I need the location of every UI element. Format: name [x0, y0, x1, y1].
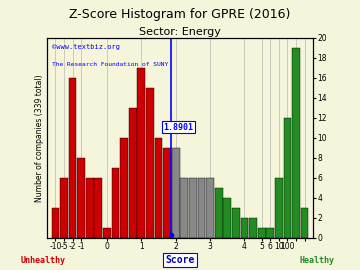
Bar [129, 108, 136, 238]
Bar [215, 188, 222, 238]
Bar [258, 228, 266, 238]
Text: ©www.textbiz.org: ©www.textbiz.org [52, 44, 120, 50]
Bar [103, 228, 111, 238]
Bar [163, 148, 171, 238]
Bar [232, 208, 240, 238]
Text: Unhealthy: Unhealthy [21, 256, 66, 265]
Bar [284, 118, 291, 238]
Bar [266, 228, 274, 238]
Bar [224, 198, 231, 238]
Bar [275, 178, 283, 238]
Bar [86, 178, 94, 238]
Y-axis label: Number of companies (339 total): Number of companies (339 total) [35, 74, 44, 201]
Bar [189, 178, 197, 238]
X-axis label: Score: Score [165, 255, 195, 265]
Bar [240, 218, 248, 238]
Bar [51, 208, 59, 238]
Text: Sector: Energy: Sector: Energy [139, 27, 221, 37]
Text: Healthy: Healthy [299, 256, 334, 265]
Bar [155, 138, 162, 238]
Text: Z-Score Histogram for GPRE (2016): Z-Score Histogram for GPRE (2016) [69, 8, 291, 21]
Bar [292, 48, 300, 238]
Bar [138, 68, 145, 238]
Text: 1.8901: 1.8901 [164, 123, 194, 132]
Bar [198, 178, 205, 238]
Bar [69, 78, 76, 238]
Bar [60, 178, 68, 238]
Bar [180, 178, 188, 238]
Bar [301, 208, 309, 238]
Bar [94, 178, 102, 238]
Bar [172, 148, 180, 238]
Bar [112, 168, 120, 238]
Bar [206, 178, 214, 238]
Bar [120, 138, 128, 238]
Bar [249, 218, 257, 238]
Bar [77, 158, 85, 238]
Text: The Research Foundation of SUNY: The Research Foundation of SUNY [52, 62, 168, 67]
Bar [146, 88, 154, 238]
